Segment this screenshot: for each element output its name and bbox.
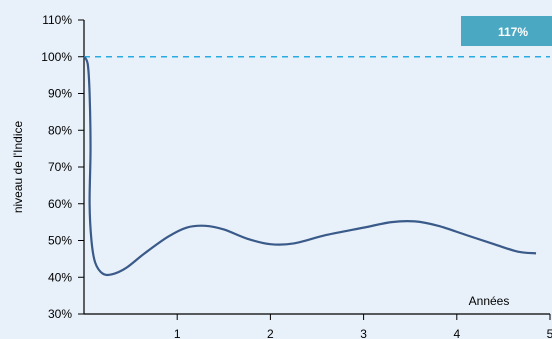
y-axis-ticks: 30% 40% 50% 60% 70% 80% 90% 100% 110%: [41, 13, 84, 321]
y-tick-label: 90%: [48, 87, 72, 101]
x-axis-label: Années: [469, 294, 510, 308]
series-group: [83, 56, 537, 277]
x-tick-label: 3: [360, 327, 367, 339]
x-tick-label: 4: [453, 327, 460, 339]
y-axis-label: niveau de l'Indice: [11, 120, 25, 213]
x-tick-label: 1: [174, 327, 181, 339]
y-tick-label: 30%: [48, 307, 72, 321]
y-tick-label: 40%: [48, 270, 72, 284]
y-tick-label: 80%: [48, 123, 72, 137]
x-tick-label: 2: [267, 327, 274, 339]
axes: [83, 20, 550, 315]
y-tick-label: 70%: [48, 160, 72, 174]
badge-background: [461, 16, 552, 46]
y-tick-label: 110%: [42, 13, 72, 27]
y-tick-label: 100%: [41, 50, 72, 64]
value-badge: 117%: [461, 16, 552, 46]
y-tick-label: 50%: [48, 234, 72, 248]
index-series-line: [83, 56, 537, 277]
x-axis-ticks: 1 2 3 4 5: [174, 314, 552, 339]
x-tick-label: 5: [547, 327, 552, 339]
y-tick-label: 60%: [48, 197, 72, 211]
badge-value: 117%: [498, 25, 528, 39]
